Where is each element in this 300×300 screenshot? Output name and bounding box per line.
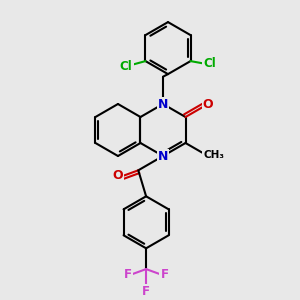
Text: O: O — [112, 169, 122, 182]
Text: N: N — [158, 149, 168, 163]
Text: F: F — [142, 285, 150, 298]
Text: O: O — [203, 98, 213, 110]
Text: F: F — [124, 268, 132, 281]
Text: CH₃: CH₃ — [203, 150, 224, 160]
Text: Cl: Cl — [203, 57, 216, 70]
Text: Cl: Cl — [120, 59, 133, 73]
Text: F: F — [160, 268, 168, 281]
Text: N: N — [158, 98, 168, 110]
